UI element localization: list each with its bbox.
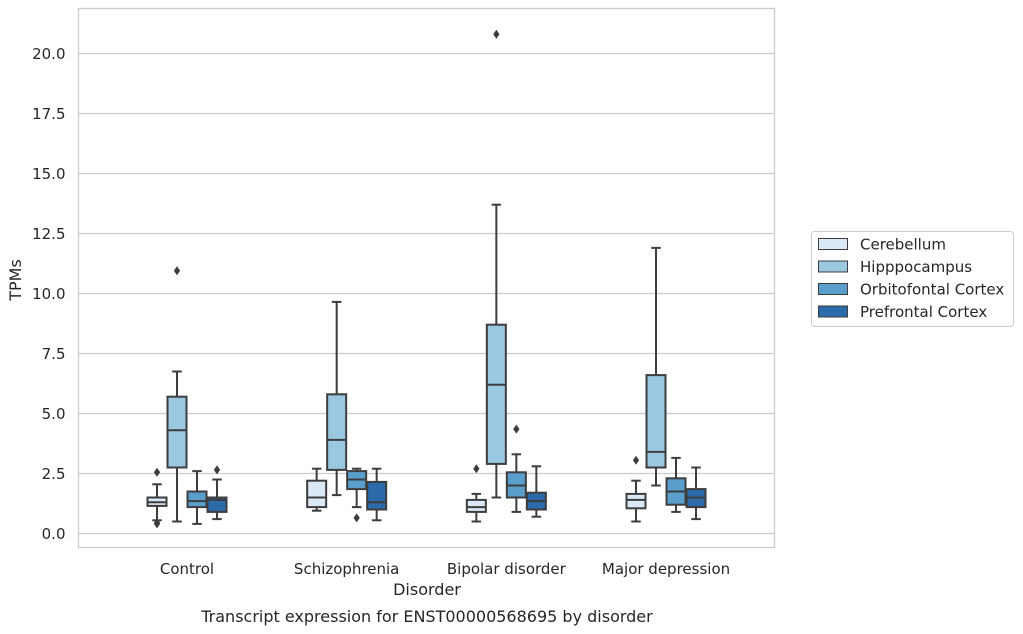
outlier-point xyxy=(353,513,360,523)
box-prefrontal-cortex-3 xyxy=(685,466,707,521)
legend-swatch xyxy=(818,260,848,273)
outlier-point xyxy=(473,464,480,474)
y-tick-label: 12.5 xyxy=(32,225,65,243)
boxes xyxy=(146,29,707,529)
legend-swatch xyxy=(818,283,848,295)
box-hipppocampus-2 xyxy=(485,29,507,499)
box-body xyxy=(485,323,507,465)
legend-swatch xyxy=(818,305,848,318)
box-body xyxy=(625,492,647,510)
box-hipppocampus-3 xyxy=(645,246,667,487)
box-body xyxy=(465,498,487,513)
legend-label: Hipppocampus xyxy=(860,258,972,276)
box-body xyxy=(326,393,348,471)
legend-label: Orbitofontal Cortex xyxy=(860,281,1004,299)
box-body xyxy=(366,480,388,511)
box-prefrontal-cortex-0 xyxy=(206,465,228,521)
outlier-point xyxy=(173,266,181,276)
y-tick-label: 7.5 xyxy=(42,345,66,363)
box-orbitofontal-cortex-1 xyxy=(346,467,368,523)
legend-label: Cerebellum xyxy=(860,236,946,254)
box-body xyxy=(186,490,208,509)
box-prefrontal-cortex-1 xyxy=(366,467,388,522)
plot-frame xyxy=(77,7,776,549)
x-tick-label: Bipolar disorder xyxy=(447,560,567,578)
x-tick-label: Major depression xyxy=(602,560,730,578)
box-body xyxy=(645,374,667,469)
y-tick-label: 20.0 xyxy=(32,45,65,63)
box-orbitofontal-cortex-0 xyxy=(186,470,208,525)
y-tick-label: 17.5 xyxy=(32,105,65,123)
x-tick-label: Schizophrenia xyxy=(294,560,399,578)
chart-title: Transcript expression for ENST0000056869… xyxy=(200,607,653,626)
outlier-point xyxy=(213,465,221,475)
outlier-point xyxy=(513,424,520,434)
legend-swatch xyxy=(818,238,848,250)
box-hipppocampus-1 xyxy=(326,300,348,497)
y-tick-labels: 0.0 2.5 5.0 7.5 10.0 12.5 15.0 17.5 20.0 xyxy=(32,45,65,543)
outlier-point xyxy=(153,467,161,477)
x-tick-labels: Control Schizophrenia Bipolar disorder Majo… xyxy=(160,560,730,578)
box-cerebellum-2 xyxy=(465,464,487,523)
y-axis-label: TPMs xyxy=(6,259,25,302)
box-body xyxy=(306,479,328,509)
outlier-point xyxy=(153,519,161,529)
x-axis-label: Disorder xyxy=(393,580,461,599)
y-tick-label: 2.5 xyxy=(42,465,66,483)
box-orbitofontal-cortex-2 xyxy=(505,424,527,513)
box-body xyxy=(206,496,228,513)
y-tick-label: 10.0 xyxy=(32,285,65,303)
box-hipppocampus-0 xyxy=(166,266,188,523)
y-tick-label: 0.0 xyxy=(42,525,66,543)
box-cerebellum-1 xyxy=(306,467,328,512)
outlier-point xyxy=(632,455,640,465)
legend-label: Prefrontal Cortex xyxy=(860,303,987,321)
y-tick-label: 15.0 xyxy=(32,165,65,183)
box-cerebellum-3 xyxy=(625,455,647,523)
outlier-point xyxy=(493,29,500,39)
gridlines xyxy=(78,52,775,535)
y-tick-label: 5.0 xyxy=(42,405,66,423)
box-body xyxy=(166,395,188,469)
legend-frame xyxy=(811,231,1014,327)
box-prefrontal-cortex-2 xyxy=(525,465,547,518)
box-cerebellum-0 xyxy=(146,467,168,529)
x-tick-label: Control xyxy=(160,560,214,578)
legend: Cerebellum Hipppocampus Orbitofontal Corte… xyxy=(811,231,1014,327)
